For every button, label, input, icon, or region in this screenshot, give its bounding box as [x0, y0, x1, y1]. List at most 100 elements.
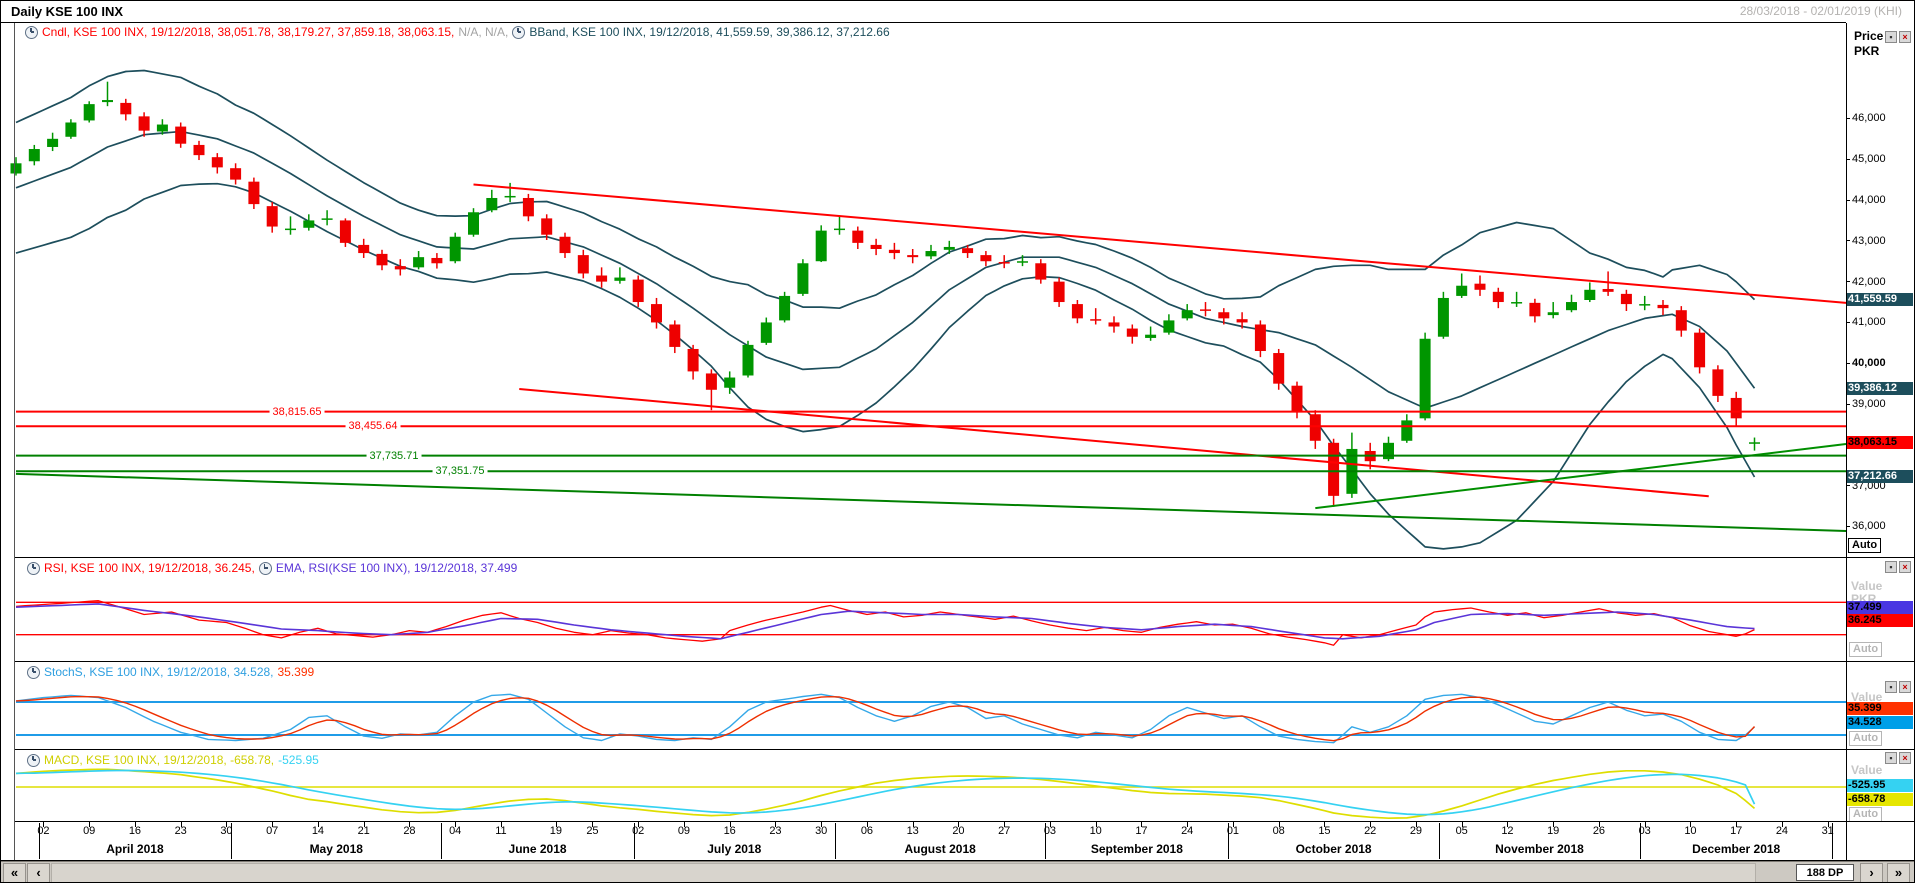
rsi-legend-text[interactable]: RSI, KSE 100 INX, 19/12/2018, 36.245, — [44, 561, 255, 575]
price-badge: 38,063.15 — [1847, 435, 1913, 449]
price-axis-header: Price — [1854, 29, 1884, 43]
day-tick — [1461, 822, 1463, 827]
minimize-icon[interactable]: ▪ — [1885, 561, 1897, 573]
clock-icon — [27, 665, 40, 679]
day-tick-label: 17 — [1135, 825, 1148, 837]
datapoints-box[interactable]: 188 DP — [1796, 864, 1854, 881]
macd-legend-text[interactable]: MACD, KSE 100 INX, 19/12/2018, -658.78, — [44, 753, 275, 767]
day-tick — [683, 822, 685, 827]
day-tick — [43, 822, 45, 827]
scroll-last-button[interactable]: » — [1887, 863, 1910, 882]
rsi-legend[interactable]: RSI, KSE 100 INX, 19/12/2018, 36.245, EM… — [27, 561, 517, 575]
day-tick-label: 01 — [1226, 825, 1240, 837]
left-gutter-border — [14, 23, 15, 860]
day-tick — [500, 822, 502, 827]
day-tick — [134, 822, 136, 827]
macd-panel — [15, 768, 1846, 820]
price-badge: 37,212.66 — [1847, 470, 1913, 484]
panel-divider[interactable] — [14, 749, 1914, 750]
close-icon[interactable]: × — [1899, 561, 1911, 573]
day-tick-label: 25 — [586, 825, 599, 837]
month-separator — [38, 823, 40, 859]
day-tick — [317, 822, 319, 827]
minimize-icon[interactable]: ▪ — [1885, 31, 1897, 43]
price-auto-button[interactable]: Auto — [1848, 538, 1882, 553]
close-icon[interactable]: × — [1899, 681, 1911, 693]
day-tick — [1187, 822, 1189, 827]
price-tick-label: 44,000 — [1846, 194, 1914, 207]
rsi-auto-button[interactable]: Auto — [1849, 642, 1883, 657]
day-tick-label: 09 — [83, 825, 96, 837]
close-icon[interactable]: × — [1899, 752, 1911, 764]
close-icon[interactable]: × — [1899, 31, 1911, 43]
date-axis-days: 02 09 16 23 30 07 14 21 28 04 11 19 25 02 09 16 23 30 06 13… — [1, 825, 1914, 839]
day-tick-label: 11 — [495, 825, 507, 837]
day-tick — [958, 822, 960, 827]
month-separator — [1045, 823, 1047, 859]
day-tick — [89, 822, 91, 827]
macd-auto-button[interactable]: Auto — [1849, 807, 1883, 822]
day-tick — [1598, 822, 1600, 827]
macd-line — [15, 768, 1756, 820]
day-tick — [775, 822, 777, 827]
day-tick — [409, 822, 411, 827]
month-label: April 2018 — [106, 842, 164, 856]
price-badge: 39,386.12 — [1847, 381, 1913, 395]
price-axis-unit: PKR — [1854, 44, 1880, 58]
price-axis-border — [1846, 23, 1847, 860]
day-tick — [638, 822, 640, 827]
minimize-icon[interactable]: ▪ — [1885, 681, 1897, 693]
stoch-panel-buttons: ▪ × — [1885, 681, 1911, 693]
scroll-first-button[interactable]: « — [3, 863, 26, 882]
month-label: October 2018 — [1295, 842, 1372, 856]
panel-divider[interactable] — [14, 557, 1914, 558]
price-tick-label: 39,000 — [1846, 398, 1914, 411]
stoch-auto-button[interactable]: Auto — [1849, 731, 1883, 746]
month-separator — [441, 823, 443, 859]
day-tick-label: 13 — [906, 825, 919, 837]
clock-icon — [258, 561, 272, 575]
date-axis-ticks — [1, 822, 1914, 860]
rsi-ema-legend-text[interactable]: EMA, RSI(KSE 100 INX), 19/12/2018, 37.49… — [275, 561, 518, 575]
day-tick-label: 10 — [1684, 825, 1697, 837]
day-tick — [866, 822, 868, 827]
price-tick-label: 36,000 — [1846, 520, 1914, 533]
cndl-legend[interactable]: Cndl, KSE 100 INX, 19/12/2018, 38,051.78… — [42, 25, 455, 39]
main-legend[interactable]: Cndl, KSE 100 INX, 19/12/2018, 38,051.78… — [25, 25, 890, 39]
day-tick-label: 09 — [677, 825, 691, 837]
price-tick-label: 42,000 — [1846, 275, 1914, 288]
stoch-k-legend-text[interactable]: StochS, KSE 100 INX, 19/12/2018, 34.528, — [44, 665, 274, 679]
scroll-next-button[interactable]: › — [1860, 863, 1883, 882]
scroll-prev-button[interactable]: ‹ — [27, 863, 50, 882]
day-tick-label: 10 — [1089, 825, 1102, 837]
day-tick-label: 28 — [403, 825, 416, 837]
scrollbar-thumb[interactable] — [51, 863, 1756, 882]
stoch-legend[interactable]: StochS, KSE 100 INX, 19/12/2018, 34.528,… — [27, 665, 314, 679]
month-label: August 2018 — [904, 842, 976, 856]
hline-label: 38,455.64 — [345, 420, 401, 433]
month-label: September 2018 — [1090, 842, 1183, 856]
day-tick — [1781, 822, 1783, 827]
macd-legend[interactable]: MACD, KSE 100 INX, 19/12/2018, -658.78, … — [27, 753, 319, 767]
trend-lines[interactable] — [15, 183, 1847, 532]
rsi-value-badge: 36.245 — [1847, 614, 1913, 627]
stoch-d-legend-text[interactable]: 35.399 — [277, 665, 315, 679]
time-scrollbar[interactable]: « ‹ 188 DP › » — [1, 861, 1914, 882]
rsi-value-label: Value — [1851, 579, 1883, 593]
candles-layer[interactable] — [10, 81, 1761, 507]
page-title: Daily KSE 100 INX — [11, 4, 123, 19]
day-tick-label: 04 — [449, 825, 462, 837]
day-tick — [1690, 822, 1692, 827]
bb-lower — [15, 182, 1756, 550]
bband-legend[interactable]: BBand, KSE 100 INX, 19/12/2018, 41,559.5… — [529, 25, 890, 39]
minimize-icon[interactable]: ▪ — [1885, 752, 1897, 764]
macd-signal-legend-text[interactable]: -525.95 — [278, 753, 319, 767]
day-tick-label: 16 — [723, 825, 736, 837]
panel-divider[interactable] — [14, 661, 1914, 662]
month-separator — [633, 823, 635, 859]
clock-icon — [27, 753, 40, 767]
day-tick — [1507, 822, 1509, 827]
day-tick-label: 08 — [1272, 825, 1285, 837]
